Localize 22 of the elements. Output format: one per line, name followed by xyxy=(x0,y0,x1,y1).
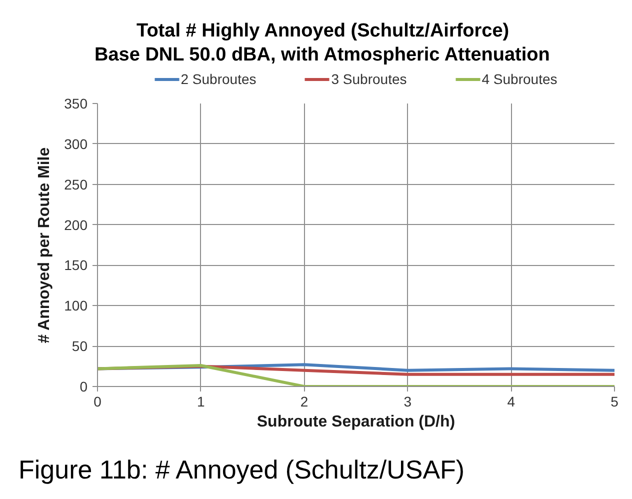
y-tick-label: 0 xyxy=(80,378,88,394)
chart-subtitle: Base DNL 50.0 dBA, with Atmospheric Attenuation xyxy=(94,44,550,66)
legend-label: 2 Subroutes xyxy=(180,71,256,87)
y-tick-label: 300 xyxy=(64,136,88,152)
caption: Figure 11b: # Annoyed (Schultz/USAF) xyxy=(18,454,465,484)
y-axis-title: # Annoyed per Route Mile xyxy=(36,147,54,344)
y-tick-label: 50 xyxy=(72,338,88,354)
y-tick-label: 100 xyxy=(64,298,88,314)
x-tick-label: 3 xyxy=(404,394,412,410)
y-tick-label: 150 xyxy=(64,257,88,274)
y-tick-label: 350 xyxy=(64,96,88,112)
x-tick-label: 1 xyxy=(197,394,206,410)
chart-title: Total # Highly Annoyed (Schultz/Airforce) xyxy=(136,20,510,42)
y-tick-label: 200 xyxy=(64,216,88,233)
x-axis-title: Subroute Separation (D/h) xyxy=(256,414,456,430)
legend-label: 4 Subroutes xyxy=(482,71,558,87)
x-tick-label: 0 xyxy=(94,394,102,410)
x-tick-label: 5 xyxy=(610,394,619,410)
x-tick-label: 2 xyxy=(300,394,308,410)
legend-label: 3 Subroutes xyxy=(331,71,407,87)
y-tick-label: 250 xyxy=(64,176,88,192)
x-tick-label: 4 xyxy=(507,394,516,410)
